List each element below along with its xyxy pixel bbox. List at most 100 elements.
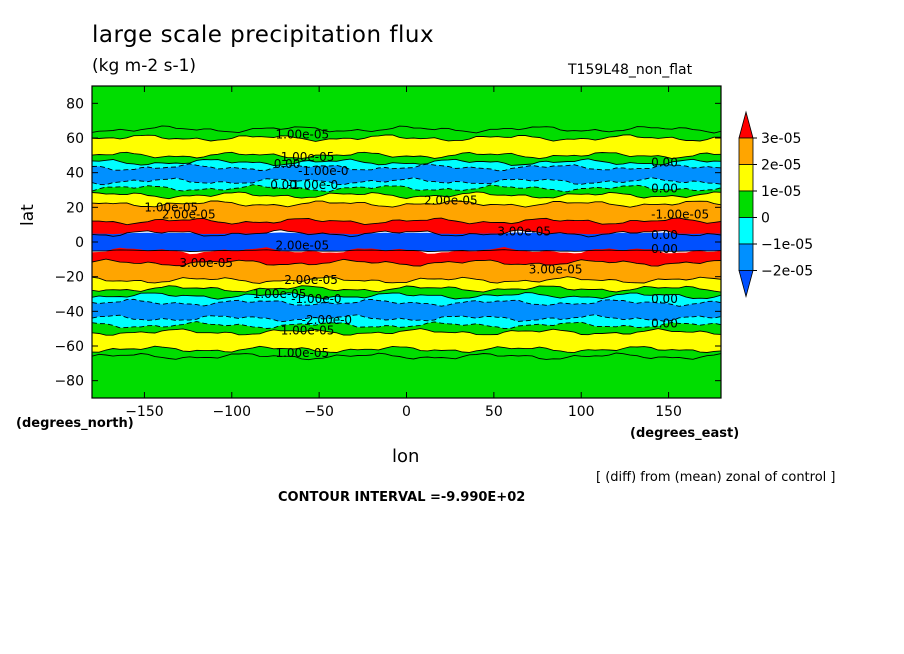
contour-line-7 — [92, 191, 721, 200]
y-tick-label: 20 — [66, 200, 84, 216]
band-12 — [92, 247, 721, 267]
colorbar-label: 3e-05 — [761, 131, 801, 147]
x-tick-label: −100 — [213, 404, 251, 420]
contour-label: 1.00e-05 — [253, 287, 307, 301]
contour-label: -2.00e-0 — [302, 313, 352, 327]
contour-line-17 — [92, 314, 721, 323]
band-6 — [92, 177, 721, 192]
contour-line-21 — [92, 352, 721, 361]
contour-line-15 — [92, 292, 721, 300]
contour-label: 1.00e-05 — [281, 323, 335, 337]
contour-label: 0.00 — [651, 155, 678, 169]
x-tick-label: 150 — [655, 404, 682, 420]
colorbar-swatch — [738, 137, 754, 165]
axes: −150 −100 −50 0 50 100 150 80 60 40 20 0 −20 −40 −60 −8… — [54, 86, 721, 420]
contour-label: 3.00e-05 — [179, 256, 233, 270]
contour-line-5 — [92, 177, 721, 186]
colorbar-label: −2e-05 — [761, 264, 813, 280]
band-7 — [92, 184, 721, 199]
y-tick-label: −40 — [54, 304, 84, 320]
x-axis-label: lon — [392, 446, 420, 467]
contour-label: 0.00 — [651, 316, 678, 330]
contour-line-2 — [92, 151, 721, 160]
band-5 — [92, 163, 721, 185]
colorbar-swatch — [738, 270, 754, 299]
band-10 — [92, 217, 721, 237]
colorbar-label: 2e-05 — [761, 158, 801, 174]
x-tick-label: 100 — [568, 404, 595, 420]
contour-label: 1.00e-05 — [275, 128, 329, 142]
colorbar-swatch — [738, 217, 754, 245]
band-19 — [92, 321, 721, 336]
colorbar-label: 1e-05 — [761, 184, 801, 200]
y-tick-label: 0 — [75, 235, 84, 251]
contour-label: 2.00e-05 — [424, 193, 478, 207]
contour-line-10 — [92, 229, 721, 238]
band-15 — [92, 285, 721, 300]
chart-title: large scale precipitation flux — [92, 22, 435, 48]
contour-lines — [92, 125, 721, 361]
contour-label: 0.00 — [651, 292, 678, 306]
band-3 — [92, 152, 721, 166]
contour-labels: 1.00e-051.00e-050.00-1.00e-00.00-1.00e-0… — [144, 128, 709, 360]
contour-line-19 — [92, 328, 721, 336]
band-16 — [92, 292, 721, 307]
y-tick-label: −80 — [54, 374, 84, 390]
contour-label: 3.00e-05 — [529, 263, 583, 277]
contour-label: 1.00e-05 — [144, 200, 198, 214]
band-17 — [92, 299, 721, 322]
contour-label: 0.00 — [274, 157, 301, 171]
contour-label: 0.00 — [270, 178, 297, 192]
contour-label: 0.00 — [651, 242, 678, 256]
contour-label: 1.00e-05 — [281, 150, 335, 164]
band-9 — [92, 200, 721, 225]
band-21 — [92, 346, 721, 360]
contour-label: -1.00e-0 — [298, 164, 348, 178]
contour-label: 2.00e-05 — [162, 207, 216, 221]
contour-line-4 — [92, 163, 721, 172]
band-18 — [92, 314, 721, 329]
band-0 — [92, 86, 721, 133]
contour-line-6 — [92, 184, 721, 193]
colorbar-swatch — [738, 243, 754, 271]
contour-label: 0.00 — [651, 181, 678, 195]
contour-line-3 — [92, 158, 721, 167]
y-tick-label: 60 — [66, 131, 84, 147]
contour-line-14 — [92, 285, 721, 293]
y-axis-unit: (degrees_north) — [16, 416, 134, 431]
difference-note: [ (diff) from (mean) zonal of control ] — [596, 470, 836, 485]
x-tick-label: −50 — [304, 404, 334, 420]
colorbar-swatch — [738, 164, 754, 192]
band-8 — [92, 191, 721, 208]
colorbar-label: 0 — [761, 211, 770, 227]
contour-label: -1.00e-05 — [651, 207, 709, 221]
colorbar: 3e-05 2e-05 1e-05 0 −1e-05 −2e-05 — [738, 110, 813, 299]
contour-line-9 — [92, 217, 721, 226]
y-tick-label: −20 — [54, 270, 84, 286]
contour-line-16 — [92, 298, 721, 307]
band-2 — [92, 134, 721, 159]
contour-line-1 — [92, 134, 721, 142]
heatmap-bands — [92, 86, 721, 398]
contour-label: -1.00e-0 — [288, 178, 338, 192]
contour-label: 1.00e-05 — [275, 346, 329, 360]
y-tick-label: −60 — [54, 339, 84, 355]
contour-label: 0.00 — [651, 228, 678, 242]
contour-line-8 — [92, 200, 721, 208]
chart-units: (kg m-2 s-1) — [92, 56, 197, 76]
band-11 — [92, 232, 721, 252]
y-tick-label: 80 — [66, 96, 84, 112]
band-22 — [92, 353, 721, 398]
run-name: T159L48_non_flat — [568, 62, 693, 78]
contour-label: -1.00e-0 — [291, 292, 341, 306]
colorbar-swatch — [738, 190, 754, 218]
contour-line-18 — [92, 321, 721, 330]
x-tick-label: 50 — [485, 404, 503, 420]
colorbar-swatch — [738, 110, 754, 139]
contour-label: 2.00e-05 — [284, 273, 338, 287]
contour-line-12 — [92, 258, 721, 267]
contour-line-13 — [92, 276, 721, 284]
contour-interval: CONTOUR INTERVAL =-9.990E+02 — [278, 490, 526, 505]
contour-line-11 — [92, 249, 721, 252]
